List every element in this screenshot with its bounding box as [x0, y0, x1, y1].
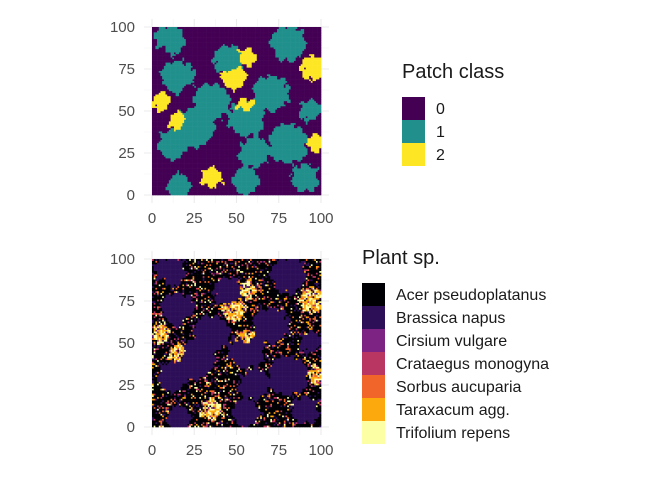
top-tiles	[152, 27, 321, 195]
